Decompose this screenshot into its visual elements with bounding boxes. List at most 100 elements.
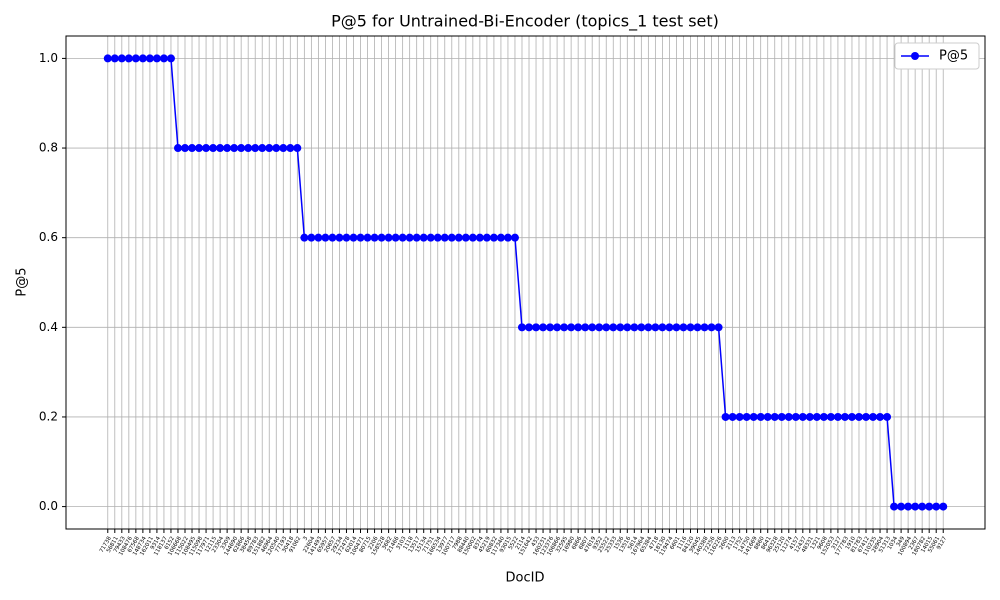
data-point	[223, 144, 232, 153]
data-point	[721, 412, 730, 421]
data-point	[609, 323, 618, 332]
data-point	[496, 233, 505, 242]
data-point	[391, 233, 400, 242]
data-point	[567, 323, 576, 332]
x-axis-label: DocID	[506, 571, 545, 586]
data-point	[735, 412, 744, 421]
data-point	[503, 233, 512, 242]
data-point	[419, 233, 428, 242]
data-point	[216, 144, 225, 153]
data-point	[356, 233, 365, 242]
data-point	[532, 323, 541, 332]
data-point	[693, 323, 702, 332]
data-point	[475, 233, 484, 242]
data-point	[869, 412, 878, 421]
legend-marker	[911, 52, 919, 60]
data-point	[525, 323, 534, 332]
data-point	[714, 323, 723, 332]
x-tick-label: 349	[896, 535, 907, 548]
data-point	[918, 502, 927, 511]
data-point	[209, 144, 218, 153]
data-point	[840, 412, 849, 421]
legend-box	[894, 42, 980, 70]
data-point	[546, 323, 555, 332]
data-point	[180, 144, 189, 153]
chart-title: P@5 for Untrained-Bi-Encoder (topics_1 t…	[331, 12, 719, 32]
data-point	[883, 412, 892, 421]
data-point	[616, 323, 625, 332]
data-point	[819, 412, 828, 421]
data-point	[911, 502, 920, 511]
data-point	[447, 233, 456, 242]
data-point	[539, 323, 548, 332]
data-point	[159, 54, 168, 63]
data-point	[932, 502, 941, 511]
y-tick-label: 0.8	[39, 141, 58, 155]
data-point	[672, 323, 681, 332]
data-point	[904, 502, 913, 511]
data-point	[398, 233, 407, 242]
data-point	[103, 54, 112, 63]
data-point	[686, 323, 695, 332]
data-point	[700, 323, 709, 332]
data-point	[335, 233, 344, 242]
data-point	[440, 233, 449, 242]
data-point	[925, 502, 934, 511]
data-point	[279, 144, 288, 153]
axes-frame	[65, 35, 986, 530]
data-point	[588, 323, 597, 332]
data-point	[854, 412, 863, 421]
data-point	[658, 323, 667, 332]
data-point	[461, 233, 470, 242]
data-point	[145, 54, 154, 63]
data-point	[265, 144, 274, 153]
data-point	[152, 54, 161, 63]
data-point	[195, 144, 204, 153]
data-point	[770, 412, 779, 421]
data-point	[553, 323, 562, 332]
data-point	[510, 233, 519, 242]
data-point	[251, 144, 260, 153]
data-point	[412, 233, 421, 242]
data-point	[784, 412, 793, 421]
data-point	[300, 233, 309, 242]
data-point	[237, 144, 246, 153]
x-tick-label: 3	[302, 535, 309, 541]
data-point	[377, 233, 386, 242]
data-point	[293, 144, 302, 153]
data-point	[489, 233, 498, 242]
data-point	[363, 233, 372, 242]
data-point	[321, 233, 330, 242]
y-tick-label: 0.6	[39, 230, 58, 244]
data-point	[623, 323, 632, 332]
y-axis-label: P@5	[15, 267, 30, 296]
data-point	[890, 502, 899, 511]
data-point	[173, 144, 182, 153]
data-point	[560, 323, 569, 332]
data-point	[665, 323, 674, 332]
data-point	[166, 54, 175, 63]
data-point	[188, 144, 197, 153]
data-point	[637, 323, 646, 332]
data-point	[847, 412, 856, 421]
data-point	[454, 233, 463, 242]
y-tick-label: 0.0	[39, 499, 58, 513]
data-point	[258, 144, 267, 153]
data-point	[124, 54, 133, 63]
data-point	[517, 323, 526, 332]
data-point	[574, 323, 583, 332]
data-point	[307, 233, 316, 242]
data-point	[349, 233, 358, 242]
y-tick-label: 1.0	[39, 51, 58, 65]
data-point	[602, 323, 611, 332]
data-point	[897, 502, 906, 511]
data-point	[876, 412, 885, 421]
data-point	[370, 233, 379, 242]
data-point	[110, 54, 119, 63]
data-point	[833, 412, 842, 421]
data-point	[468, 233, 477, 242]
data-point	[342, 233, 351, 242]
data-point	[328, 233, 337, 242]
